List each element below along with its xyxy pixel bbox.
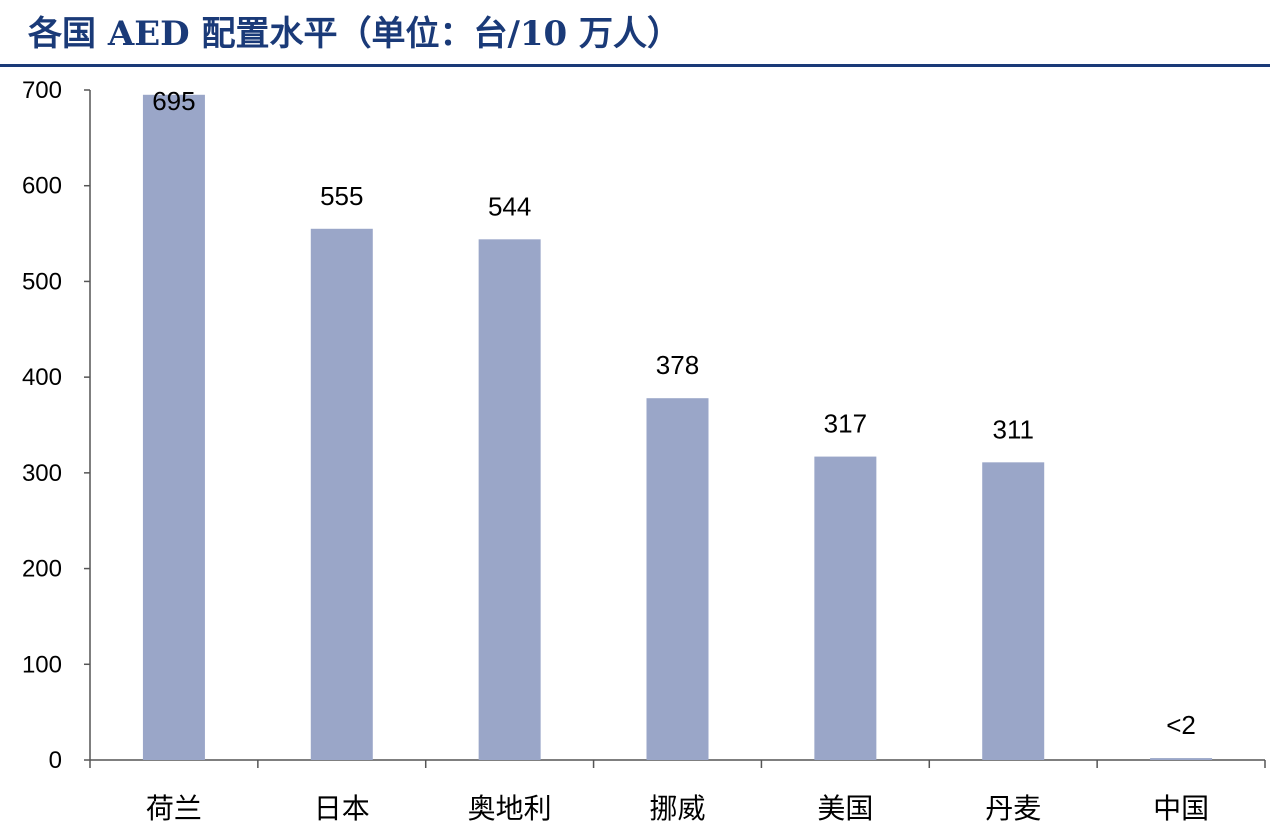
bar — [646, 398, 709, 760]
data-label: 695 — [152, 86, 195, 116]
data-label: 544 — [488, 191, 531, 221]
bar — [814, 456, 877, 760]
bar — [982, 462, 1045, 760]
data-label: <2 — [1166, 710, 1196, 740]
x-category-label: 挪威 — [649, 793, 705, 824]
y-tick-label: 600 — [22, 173, 62, 200]
title-underline — [0, 64, 1270, 67]
data-label: 317 — [824, 409, 867, 439]
x-category-label: 美国 — [817, 793, 873, 824]
bar — [478, 239, 541, 761]
x-category-label: 日本 — [314, 793, 370, 824]
data-label: 378 — [656, 350, 699, 380]
y-tick-label: 700 — [22, 77, 62, 104]
y-tick-label: 300 — [22, 460, 62, 487]
x-category-label: 荷兰 — [146, 793, 202, 824]
chart-title: 各国 AED 配置水平（单位：台/10 万人） — [28, 14, 682, 54]
y-tick-label: 500 — [22, 268, 62, 295]
x-category-label: 中国 — [1153, 793, 1209, 824]
x-category-label: 丹麦 — [985, 793, 1041, 824]
y-tick-label: 0 — [49, 747, 62, 774]
y-tick-label: 100 — [22, 651, 62, 678]
data-label: 311 — [992, 414, 1033, 444]
y-tick-label: 200 — [22, 556, 62, 583]
data-label: 555 — [320, 181, 363, 211]
y-tick-label: 400 — [22, 364, 62, 391]
bar — [1150, 758, 1213, 760]
x-category-label: 奥地利 — [468, 793, 552, 824]
bar — [142, 94, 205, 761]
bar — [310, 228, 373, 761]
